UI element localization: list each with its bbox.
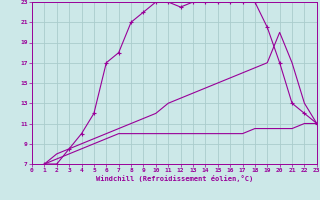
X-axis label: Windchill (Refroidissement éolien,°C): Windchill (Refroidissement éolien,°C) (96, 175, 253, 182)
